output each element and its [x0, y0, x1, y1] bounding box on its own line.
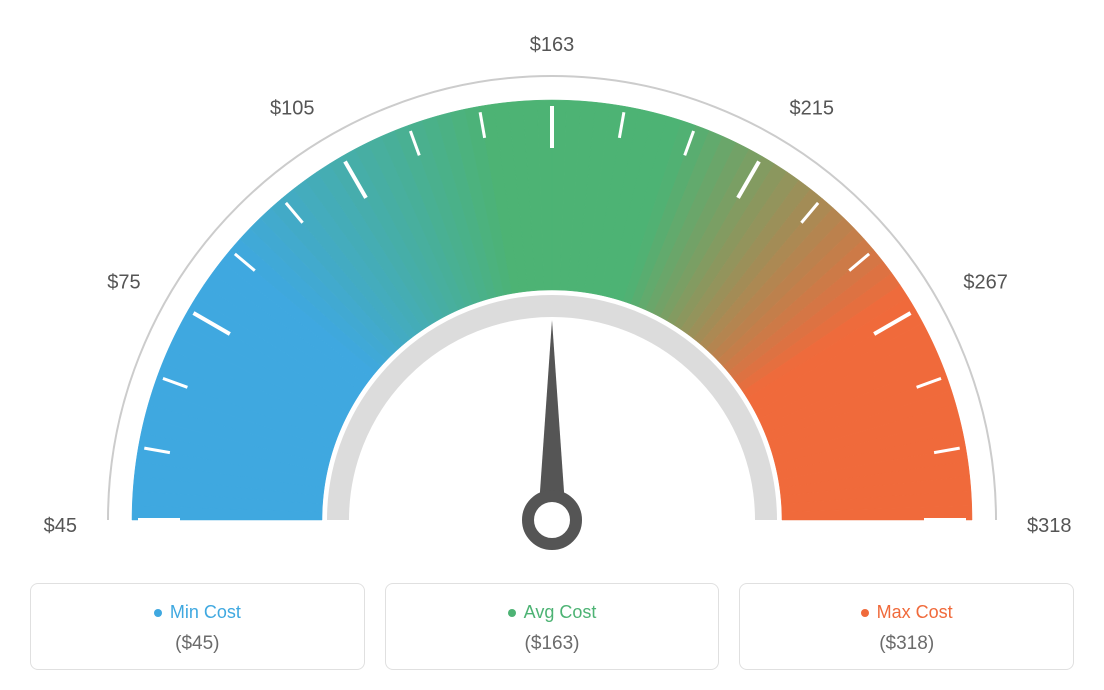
- legend-dot-max: [861, 609, 869, 617]
- gauge-svg: $45 $75 $105 $163 $215 $267 $318: [0, 0, 1104, 570]
- legend-text-min: Min Cost: [170, 602, 241, 623]
- legend-card-max: Max Cost ($318): [739, 583, 1074, 670]
- legend-card-avg: Avg Cost ($163): [385, 583, 720, 670]
- svg-text:$75: $75: [107, 272, 140, 294]
- legend-text-avg: Avg Cost: [524, 602, 597, 623]
- legend-dot-avg: [508, 609, 516, 617]
- legend-text-max: Max Cost: [877, 602, 953, 623]
- gauge-area: $45 $75 $105 $163 $215 $267 $318: [0, 0, 1104, 570]
- legend-label-max: Max Cost: [861, 602, 953, 623]
- svg-text:$215: $215: [790, 98, 835, 120]
- legend-value-avg: ($163): [386, 633, 719, 655]
- legend-dot-min: [154, 609, 162, 617]
- svg-text:$163: $163: [530, 34, 575, 56]
- gauge-chart-container: $45 $75 $105 $163 $215 $267 $318 Min Cost ($45…: [0, 0, 1104, 690]
- svg-text:$318: $318: [1027, 515, 1072, 537]
- legend-value-max: ($318): [740, 633, 1073, 655]
- legend-value-min: ($45): [31, 633, 364, 655]
- svg-text:$45: $45: [44, 515, 77, 537]
- legend-label-min: Min Cost: [154, 602, 241, 623]
- svg-text:$267: $267: [963, 272, 1008, 294]
- svg-text:$105: $105: [270, 98, 315, 120]
- legend-label-avg: Avg Cost: [508, 602, 597, 623]
- legend-area: Min Cost ($45) Avg Cost ($163) Max Cost …: [30, 583, 1074, 670]
- legend-card-min: Min Cost ($45): [30, 583, 365, 670]
